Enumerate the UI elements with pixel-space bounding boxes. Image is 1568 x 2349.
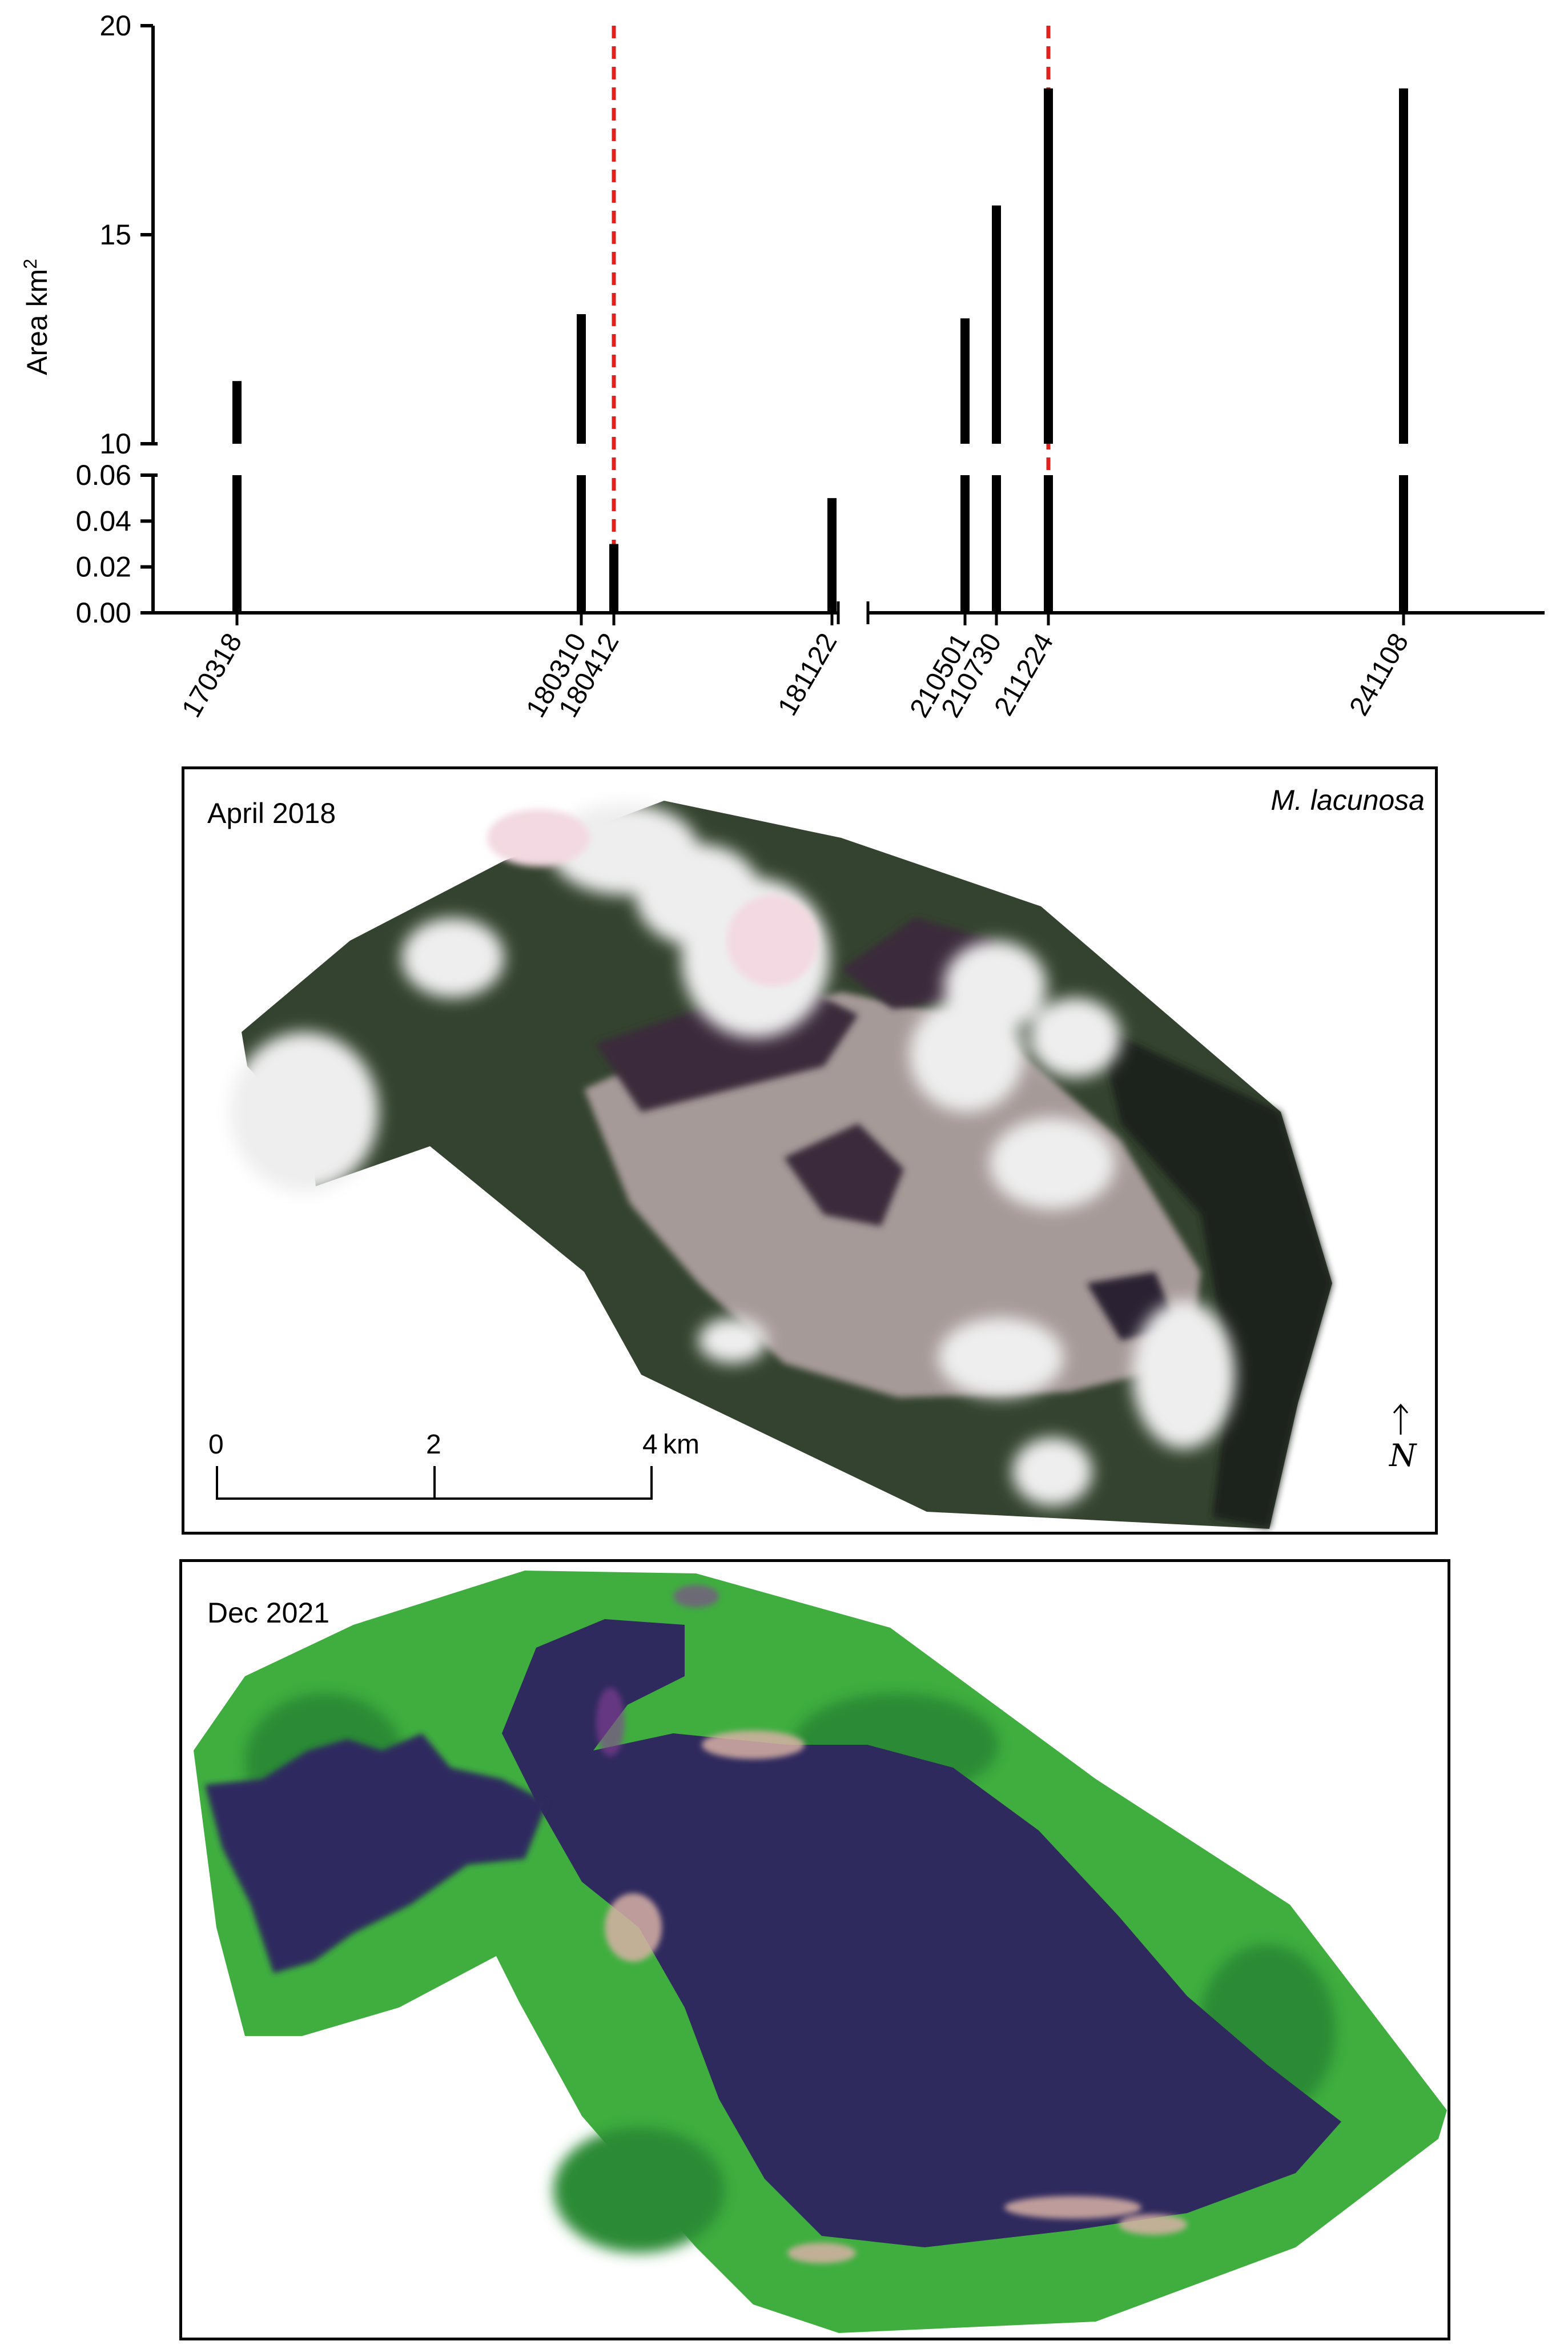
april-2018-satellite-image xyxy=(230,801,1332,1529)
bar xyxy=(609,544,618,613)
bar xyxy=(1399,88,1408,444)
y-tick-label: 0.02 xyxy=(76,551,131,583)
y-tick-label: 15 xyxy=(99,219,131,251)
bar xyxy=(232,381,242,444)
april-2018-satellite-panel: April 2018 M. lacunosa 0 2 4 km N xyxy=(182,766,1438,1535)
species-label: M. lacunosa xyxy=(1271,784,1425,816)
scale-label-2: 2 xyxy=(426,1430,441,1460)
y-tick-label: 10 xyxy=(99,428,131,460)
y-tick-label: 20 xyxy=(99,10,131,42)
y-tick-label: 0.04 xyxy=(76,505,131,537)
x-tick-label: 170318 xyxy=(176,628,248,722)
x-tick-label: 241108 xyxy=(1344,628,1414,721)
bar-lower-segment xyxy=(577,475,586,613)
bar-lower-segment xyxy=(232,475,242,613)
x-tick-label: 181122 xyxy=(772,628,843,721)
north-label: N xyxy=(1389,1437,1417,1473)
bar xyxy=(827,498,837,613)
bar xyxy=(992,205,1001,444)
scale-unit: km xyxy=(663,1430,699,1460)
bar-lower-segment xyxy=(992,475,1001,613)
dec-2021-satellite-panel: Dec 2021 xyxy=(179,1559,1450,2340)
bar-lower-segment xyxy=(1044,475,1053,613)
bar-lower-segment xyxy=(960,475,970,613)
north-arrow-icon xyxy=(1393,1403,1409,1435)
area-bar-chart: 0.00 0.02 0.04 0.06 10 15 20 Area km2 170318 1803… xyxy=(0,0,1568,737)
scale-label-0: 0 xyxy=(208,1430,224,1460)
bar xyxy=(577,314,586,444)
scale-label-4: 4 xyxy=(642,1430,658,1460)
dec-lake-water xyxy=(502,1619,1341,2247)
y-axis-label: Area km2 xyxy=(20,259,53,375)
dec-2021-satellite-image xyxy=(194,1571,1447,2333)
y-tick-label: 0.00 xyxy=(76,597,131,629)
y-tick-label: 0.06 xyxy=(76,459,131,491)
bar xyxy=(1044,88,1053,444)
bar-lower-segment xyxy=(1399,475,1408,613)
april-date-label: April 2018 xyxy=(207,797,336,829)
bar xyxy=(960,318,970,444)
dec-date-label: Dec 2021 xyxy=(207,1597,330,1629)
